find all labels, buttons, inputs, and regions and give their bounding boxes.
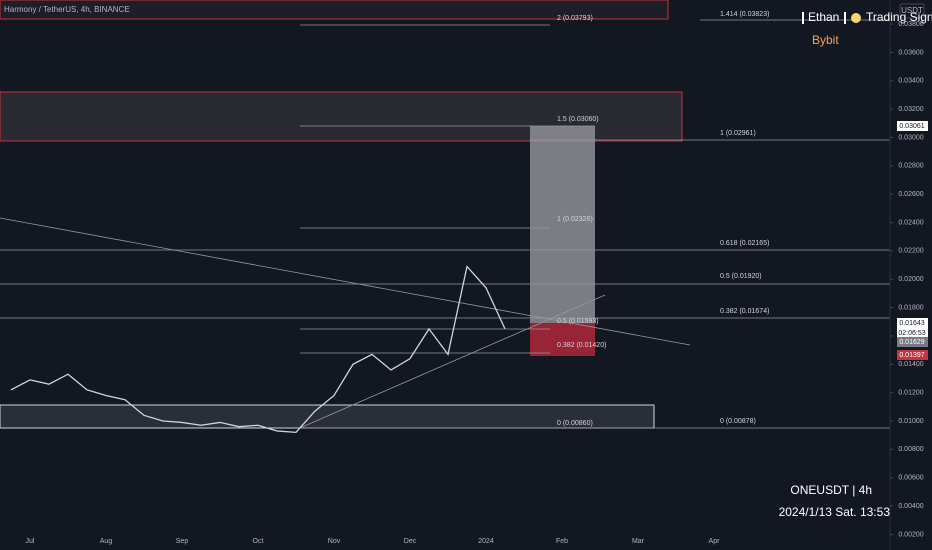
x-tick-label: Nov (328, 538, 341, 545)
y-tick-label: 0.03000 (898, 134, 923, 141)
y-tick-label: 0.00200 (898, 531, 923, 538)
y-tick-label: 0.01800 (898, 304, 923, 311)
x-tick-label: Jul (26, 538, 35, 545)
y-tick-label: 0.03800 (898, 21, 923, 28)
y-tick-label: 0.00400 (898, 503, 923, 510)
ticker: ONEUSDT | 4h (790, 483, 872, 497)
deco (844, 12, 846, 24)
fib-label: 1 (0.02326) (557, 216, 593, 223)
author: Ethan (808, 10, 839, 24)
fib-label: 0.5 (0.01593) (557, 318, 599, 325)
fib-label: 0.382 (0.01674) (720, 308, 769, 315)
fib-label: 0 (0.00860) (557, 420, 593, 427)
exchange: Bybit (812, 33, 839, 47)
fib-label: 0.382 (0.01420) (557, 342, 606, 349)
x-tick-label: Aug (100, 538, 113, 545)
price-line (10, 265, 506, 434)
fib-lines (0, 19, 890, 429)
y-tick-label: 0.02800 (898, 163, 923, 170)
trendline (0, 217, 691, 346)
y-tick-label: 0.02400 (898, 219, 923, 226)
y-tick-label: 0.01200 (898, 389, 923, 396)
timestamp: 2024/1/13 Sat. 13:53 (779, 505, 891, 519)
x-tick-label: Sep (176, 538, 189, 545)
y-tick-label: 0.02200 (898, 248, 923, 255)
currency-button[interactable] (899, 3, 925, 19)
price-tag-bg (897, 121, 928, 131)
fib-label: 0.618 (0.02165) (720, 240, 769, 247)
y-tick-label: 0.02600 (898, 191, 923, 198)
fib-label: 0 (0.00878) (720, 418, 756, 425)
price-tag-bg (897, 328, 928, 338)
brand-icon (851, 13, 861, 23)
brand: Trading Signals (866, 10, 932, 24)
price-tag: 0.01643 (899, 320, 924, 327)
price-tag-bg (897, 318, 928, 328)
price-tag-bg (897, 337, 928, 347)
zone-box (0, 0, 669, 20)
y-tick-label: 0.03400 (898, 78, 923, 85)
trendline (299, 294, 606, 429)
x-tick-label: Mar (632, 538, 645, 545)
fib-label: 2 (0.03793) (557, 15, 593, 22)
price-tag: 0.01629 (899, 339, 924, 346)
y-tick-label: 0.00600 (898, 475, 923, 482)
x-tick-label: Oct (253, 538, 264, 545)
deco (802, 12, 804, 24)
y-tick-label: 0.01000 (898, 418, 923, 425)
price-tag: 0.01397 (899, 352, 924, 359)
price-tag: 02:06:53 (898, 330, 925, 337)
x-tick-label: Apr (709, 538, 721, 545)
stop-zone (530, 323, 595, 356)
x-tick-label: Feb (556, 538, 568, 545)
symbol-title: Harmony / TetherUS, 4h, BINANCE (4, 5, 130, 14)
price-tag-bg (897, 350, 928, 360)
y-tick-label: 0.03600 (898, 49, 923, 56)
y-tick-label: 0.02000 (898, 276, 923, 283)
fib-label: 1.414 (0.03823) (720, 11, 769, 18)
y-tick-label: 0.01400 (898, 361, 923, 368)
fib-label: 1.5 (0.03060) (557, 116, 599, 123)
currency[interactable]: USDT (901, 6, 923, 15)
fib-label: 1 (0.02961) (720, 130, 756, 137)
y-tick-label: 0.03200 (898, 106, 923, 113)
fib-label: 0.5 (0.01920) (720, 273, 762, 280)
y-tick-label: 0.00800 (898, 446, 923, 453)
x-tick-label: Dec (404, 538, 417, 545)
price-tag: 0.03061 (899, 123, 924, 130)
x-tick-label: 2024 (478, 538, 494, 545)
target-zone (530, 126, 595, 323)
